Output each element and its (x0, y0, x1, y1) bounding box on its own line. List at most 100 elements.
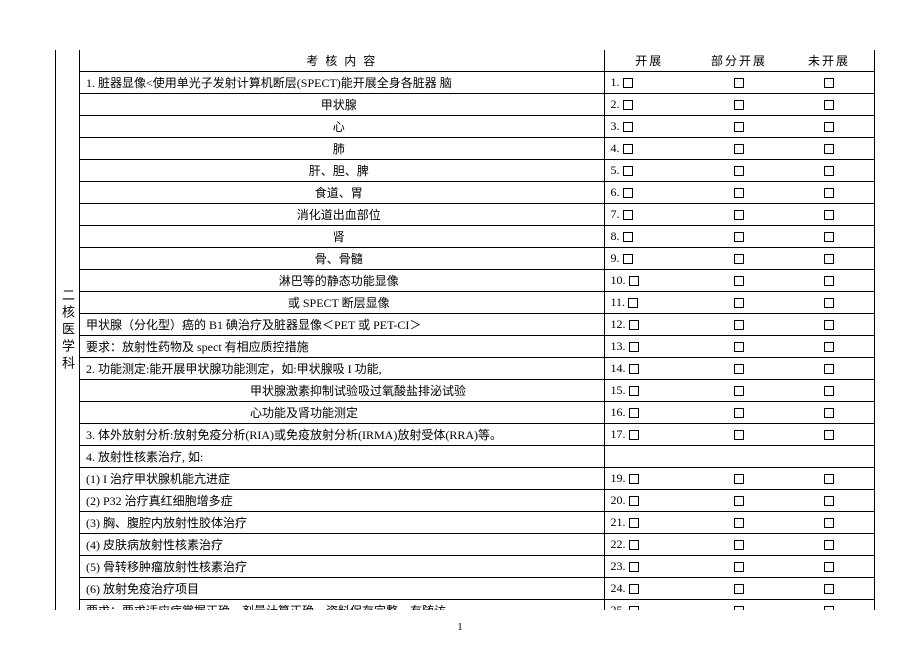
checkbox-icon[interactable] (734, 606, 744, 610)
checkbox-icon[interactable] (629, 276, 639, 286)
cell-partial (694, 556, 784, 578)
table-row: 1. 脏器显像<使用单光子发射计算机断层(SPECT)能开展全身各脏器 脑1. (80, 72, 874, 94)
checkbox-icon[interactable] (824, 584, 834, 594)
checkbox-icon[interactable] (629, 496, 639, 506)
checkbox-icon[interactable] (824, 100, 834, 110)
checkbox-icon[interactable] (734, 496, 744, 506)
checkbox-icon[interactable] (824, 364, 834, 374)
checkbox-icon[interactable] (734, 408, 744, 418)
checkbox-icon[interactable] (734, 386, 744, 396)
cell-carried-out: 13. (604, 336, 694, 358)
checkbox-icon[interactable] (623, 254, 633, 264)
checkbox-icon[interactable] (824, 254, 834, 264)
checkbox-icon[interactable] (824, 210, 834, 220)
checkbox-icon[interactable] (734, 254, 744, 264)
checkbox-icon[interactable] (734, 474, 744, 484)
cell-partial (694, 182, 784, 204)
checkbox-icon[interactable] (629, 540, 639, 550)
checkbox-icon[interactable] (623, 122, 633, 132)
table-row: 2. 功能测定:能开展甲状腺功能测定，如:甲状腺吸 I 功能,14. (80, 358, 874, 380)
table-row: 肾8. (80, 226, 874, 248)
table-row: 心3. (80, 116, 874, 138)
checkbox-icon[interactable] (734, 320, 744, 330)
checkbox-icon[interactable] (629, 386, 639, 396)
cell-partial (694, 380, 784, 402)
checkbox-icon[interactable] (734, 562, 744, 572)
document-frame: 二核医学科 考 核 内 容 开展 部分开展 未开展 1. 脏器显像<使用单光子发… (55, 50, 875, 610)
checkbox-icon[interactable] (824, 496, 834, 506)
cell-partial (694, 578, 784, 600)
cell-not (784, 380, 874, 402)
row-content: 甲状腺（分化型）癌的 B1 碘治疗及脏器显像＜PET 或 PET-CI＞ (80, 314, 604, 336)
cell-partial (694, 138, 784, 160)
checkbox-icon[interactable] (734, 540, 744, 550)
checkbox-icon[interactable] (824, 188, 834, 198)
checkbox-icon[interactable] (623, 210, 633, 220)
checkbox-icon[interactable] (824, 430, 834, 440)
table-row: 淋巴等的静态功能显像10. (80, 270, 874, 292)
checkbox-icon[interactable] (629, 584, 639, 594)
checkbox-icon[interactable] (824, 518, 834, 528)
checkbox-icon[interactable] (734, 342, 744, 352)
checkbox-icon[interactable] (734, 430, 744, 440)
checkbox-icon[interactable] (824, 408, 834, 418)
checkbox-icon[interactable] (734, 518, 744, 528)
checkbox-icon[interactable] (824, 232, 834, 242)
checkbox-icon[interactable] (629, 474, 639, 484)
checkbox-icon[interactable] (824, 166, 834, 176)
header-carried-out: 开展 (604, 50, 694, 72)
checkbox-icon[interactable] (734, 100, 744, 110)
cell-not (784, 358, 874, 380)
cell-not (784, 116, 874, 138)
checkbox-icon[interactable] (734, 232, 744, 242)
checkbox-icon[interactable] (734, 584, 744, 594)
checkbox-icon[interactable] (824, 342, 834, 352)
checkbox-icon[interactable] (824, 562, 834, 572)
row-content: (4) 皮肤病放射性核素治疗 (80, 534, 604, 556)
checkbox-icon[interactable] (629, 430, 639, 440)
checkbox-icon[interactable] (734, 364, 744, 374)
row-content: (6) 放射免疫治疗项目 (80, 578, 604, 600)
checkbox-icon[interactable] (824, 144, 834, 154)
table-row: (1) I 治疗甲状腺机能亢进症19. (80, 468, 874, 490)
checkbox-icon[interactable] (629, 606, 639, 610)
checkbox-icon[interactable] (824, 122, 834, 132)
checkbox-icon[interactable] (824, 298, 834, 308)
checkbox-icon[interactable] (824, 78, 834, 88)
checkbox-icon[interactable] (629, 562, 639, 572)
checkbox-icon[interactable] (623, 166, 633, 176)
checkbox-icon[interactable] (734, 166, 744, 176)
checkbox-icon[interactable] (734, 144, 744, 154)
checkbox-icon[interactable] (628, 298, 638, 308)
checkbox-icon[interactable] (623, 188, 633, 198)
checkbox-icon[interactable] (629, 518, 639, 528)
cell-partial (694, 490, 784, 512)
checkbox-icon[interactable] (629, 364, 639, 374)
checkbox-icon[interactable] (824, 320, 834, 330)
checkbox-icon[interactable] (824, 386, 834, 396)
checkbox-icon[interactable] (824, 540, 834, 550)
checkbox-icon[interactable] (629, 320, 639, 330)
checkbox-icon[interactable] (824, 474, 834, 484)
row-content: 肝、胆、脾 (80, 160, 604, 182)
table-row: 或 SPECT 断层显像11. (80, 292, 874, 314)
checkbox-icon[interactable] (734, 122, 744, 132)
checkbox-icon[interactable] (824, 606, 834, 610)
cell-not (784, 424, 874, 446)
checkbox-icon[interactable] (623, 78, 633, 88)
checkbox-icon[interactable] (734, 78, 744, 88)
row-content: 要求：放射性药物及 spect 有相应质控措施 (80, 336, 604, 358)
checkbox-icon[interactable] (734, 188, 744, 198)
checkbox-icon[interactable] (824, 276, 834, 286)
checkbox-icon[interactable] (623, 100, 633, 110)
checkbox-icon[interactable] (734, 298, 744, 308)
row-content: 淋巴等的静态功能显像 (80, 270, 604, 292)
table-row: (3) 胸、腹腔内放射性胶体治疗21. (80, 512, 874, 534)
checkbox-icon[interactable] (734, 210, 744, 220)
checkbox-icon[interactable] (734, 276, 744, 286)
checkbox-icon[interactable] (623, 232, 633, 242)
checkbox-icon[interactable] (623, 144, 633, 154)
checkbox-icon[interactable] (629, 342, 639, 352)
row-content: 2. 功能测定:能开展甲状腺功能测定，如:甲状腺吸 I 功能, (80, 358, 604, 380)
checkbox-icon[interactable] (629, 408, 639, 418)
